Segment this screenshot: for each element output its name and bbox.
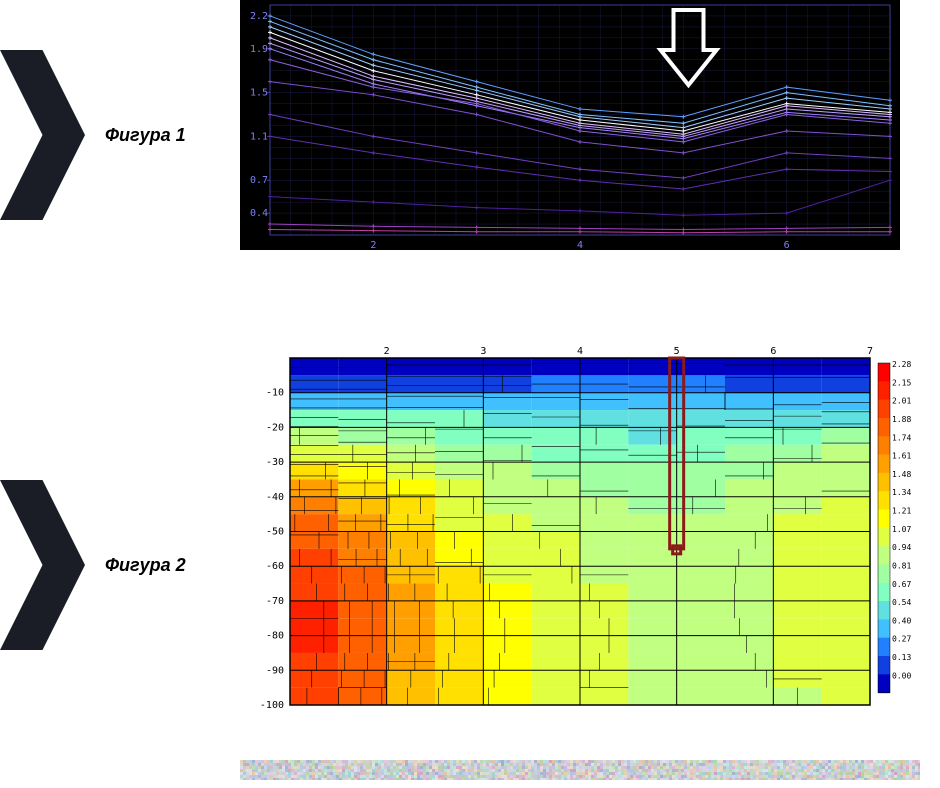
svg-text:4: 4 [577,240,583,250]
svg-text:-40: -40 [266,492,284,503]
svg-text:0.67: 0.67 [892,580,911,589]
line-chart-svg: 2 4 6 0.4 0.7 1.1 1.5 1.9 2.2 [240,0,900,250]
svg-text:-60: -60 [266,561,284,572]
svg-text:1.61: 1.61 [892,452,911,461]
svg-text:4: 4 [577,346,583,357]
svg-text:0.13: 0.13 [892,653,911,662]
svg-text:-90: -90 [266,665,284,676]
noise-svg [240,760,920,780]
svg-text:2: 2 [370,240,376,250]
svg-text:7: 7 [867,346,873,357]
svg-text:-70: -70 [266,596,284,607]
svg-text:1.34: 1.34 [892,488,911,497]
svg-text:1.9: 1.9 [250,44,268,55]
chevron-icon [0,480,85,650]
svg-text:1.48: 1.48 [892,470,911,479]
svg-text:-30: -30 [266,457,284,468]
svg-text:-100: -100 [260,700,284,710]
svg-text:2: 2 [384,346,390,357]
svg-text:-80: -80 [266,631,284,642]
svg-text:1.74: 1.74 [892,433,911,442]
svg-text:-10: -10 [266,388,284,399]
heatmap-svg: 2 3 4 5 6 7 -10 -20 -30 -40 -50 -60 -70 -80 -90 -100 2.2… [240,340,925,710]
figure2-label-block: Фигура 2 [0,480,186,650]
figure1-chart: 2 4 6 0.4 0.7 1.1 1.5 1.9 2.2 [240,0,900,250]
svg-text:5: 5 [674,346,680,357]
svg-text:-50: -50 [266,527,284,538]
chevron-icon [0,50,85,220]
figure2-label: Фигура 2 [105,555,186,576]
svg-text:1.07: 1.07 [892,525,911,534]
svg-text:1.88: 1.88 [892,415,911,424]
figure1-label: Фигура 1 [105,125,186,146]
svg-text:0.4: 0.4 [250,208,268,219]
svg-text:1.5: 1.5 [250,88,268,99]
svg-text:0.54: 0.54 [892,598,911,607]
svg-text:0.7: 0.7 [250,175,268,186]
svg-text:6: 6 [784,240,790,250]
svg-text:0.94: 0.94 [892,543,911,552]
svg-text:0.40: 0.40 [892,616,911,625]
svg-text:1.21: 1.21 [892,507,911,516]
svg-text:2.15: 2.15 [892,378,911,387]
svg-text:2.2: 2.2 [250,11,268,22]
svg-text:2.01: 2.01 [892,397,911,406]
svg-text:0.00: 0.00 [892,671,911,680]
svg-text:2.28: 2.28 [892,360,911,369]
svg-text:6: 6 [770,346,776,357]
figure2-chart: 2 3 4 5 6 7 -10 -20 -30 -40 -50 -60 -70 -80 -90 -100 2.2… [240,340,925,710]
figure1-label-block: Фигура 1 [0,50,186,220]
svg-text:0.27: 0.27 [892,635,911,644]
svg-text:1.1: 1.1 [250,131,268,142]
svg-text:3: 3 [480,346,486,357]
svg-text:-20: -20 [266,422,284,433]
noise-strip [240,760,920,780]
svg-text:0.81: 0.81 [892,561,911,570]
